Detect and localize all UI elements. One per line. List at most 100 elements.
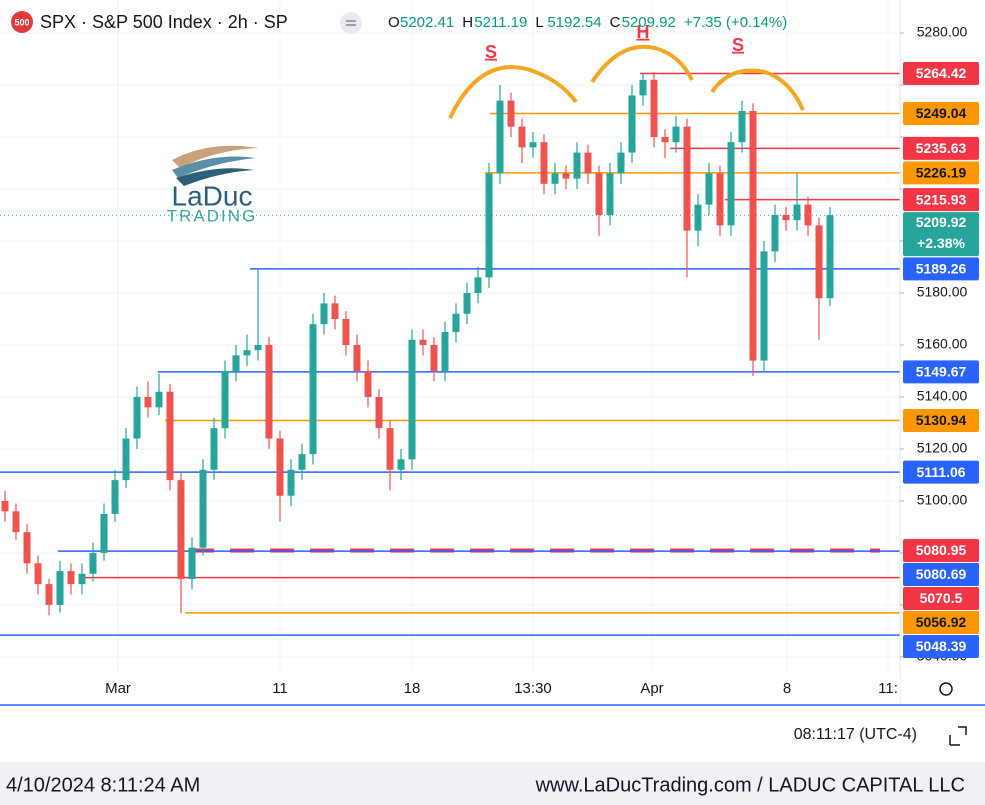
- candle-body: [496, 100, 504, 174]
- candle-body: [243, 350, 251, 356]
- candle-body: [155, 391, 163, 408]
- level-label-text: 5149.67: [916, 364, 967, 380]
- candle-body: [34, 563, 42, 585]
- level-label-text: 5215.93: [916, 191, 967, 207]
- candle-body: [265, 344, 273, 439]
- candle-body: [342, 318, 350, 345]
- level-label-text: 5080.69: [916, 566, 967, 582]
- candle-body: [177, 480, 185, 579]
- candle-body: [298, 454, 306, 470]
- candle-body: [749, 111, 757, 361]
- candle-body: [166, 391, 174, 481]
- candle-body: [144, 396, 152, 408]
- y-tick-label: 5100.00: [917, 492, 968, 508]
- clock: 08:11:17 (UTC-4): [794, 726, 917, 743]
- last-price-change: +2.38%: [917, 235, 965, 251]
- ohlc-key: C: [610, 14, 621, 31]
- candle-body: [331, 303, 339, 319]
- annotation: S: [732, 35, 744, 55]
- candle-body: [507, 100, 515, 127]
- candle-body: [67, 571, 75, 585]
- candle-body: [100, 513, 108, 553]
- candle-body: [12, 511, 20, 533]
- candle-body: [771, 214, 779, 252]
- x-tick-label: Apr: [640, 680, 663, 697]
- x-tick-label: 18: [404, 680, 421, 697]
- candle-body: [650, 79, 658, 137]
- candle-body: [408, 339, 416, 460]
- candle-body: [133, 396, 141, 439]
- level-label: [903, 409, 979, 433]
- level-label-text: 5249.04: [916, 105, 967, 121]
- candle-body: [397, 459, 405, 470]
- annotation: H: [637, 22, 650, 42]
- level-label: [903, 188, 979, 212]
- level-label-text: 5235.63: [916, 140, 967, 156]
- candle-body: [419, 339, 427, 345]
- logo-name: LaDuc: [172, 180, 253, 211]
- candle-body: [353, 344, 361, 371]
- candle-body: [122, 438, 130, 481]
- level-label: [903, 257, 979, 281]
- level-label: [903, 586, 979, 610]
- symbol-title: SPX · S&P 500 Index · 2h · SP: [40, 12, 288, 32]
- ohlc-value: 5209.92: [622, 14, 676, 31]
- settings-icon[interactable]: [939, 682, 953, 696]
- candle-body: [705, 173, 713, 205]
- logo: LaDuc TRADING: [167, 145, 258, 225]
- candle-body: [573, 152, 581, 179]
- ohlc-value: 5192.54: [547, 14, 601, 31]
- candle-body: [430, 344, 438, 371]
- site: www.LaDucTrading.com / LADUC CAPITAL LLC: [535, 774, 965, 796]
- footer-bar: [0, 762, 985, 805]
- candle-body: [782, 214, 790, 221]
- candle-body: [760, 251, 768, 361]
- candle-body: [694, 204, 702, 231]
- level-label-text: 5189.26: [916, 261, 967, 277]
- candle-body: [804, 204, 812, 226]
- candle-body: [551, 173, 559, 184]
- candle-body: [221, 370, 229, 429]
- candle-body: [188, 547, 196, 579]
- candle-body: [628, 95, 636, 153]
- candle-body: [56, 571, 64, 605]
- candle-body: [639, 79, 647, 96]
- status-bar: [0, 706, 985, 760]
- ohlc-key: H: [462, 14, 473, 31]
- y-tick-label: 5180.00: [917, 284, 968, 300]
- timestamp: 4/10/2024 8:11:24 AM: [6, 774, 200, 796]
- level-label-text: 5070.5: [920, 590, 963, 606]
- candle-body: [386, 428, 394, 470]
- level-label-text: 5111.06: [916, 464, 965, 480]
- collapse-button[interactable]: [340, 12, 362, 34]
- pattern-arcs: [448, 44, 805, 119]
- candle-body: [23, 532, 31, 564]
- candle-body: [452, 313, 460, 332]
- fullscreen-icon[interactable]: [949, 726, 967, 746]
- candle-body: [89, 552, 97, 574]
- candle-body: [287, 469, 295, 496]
- level-label-text: 5226.19: [916, 165, 967, 181]
- ohlc-value: 5211.19: [474, 14, 527, 31]
- candle-body: [617, 152, 625, 174]
- candle-body: [661, 136, 669, 143]
- candle-body: [562, 173, 570, 179]
- level-label: [903, 101, 979, 125]
- candle-body: [441, 331, 449, 371]
- candle-body: [276, 438, 284, 496]
- candle-body: [485, 173, 493, 278]
- candle-body: [683, 126, 691, 231]
- candle-body: [375, 396, 383, 429]
- candle-body: [738, 111, 746, 143]
- level-label: [903, 538, 979, 562]
- level-label-text: 5056.92: [916, 614, 967, 630]
- candle-body: [254, 344, 262, 351]
- candle-body: [793, 204, 801, 221]
- level-label: [903, 161, 979, 185]
- level-label: [903, 634, 979, 658]
- candle-body: [78, 573, 86, 585]
- candle-body: [210, 428, 218, 470]
- ohlc-key: O: [388, 14, 400, 31]
